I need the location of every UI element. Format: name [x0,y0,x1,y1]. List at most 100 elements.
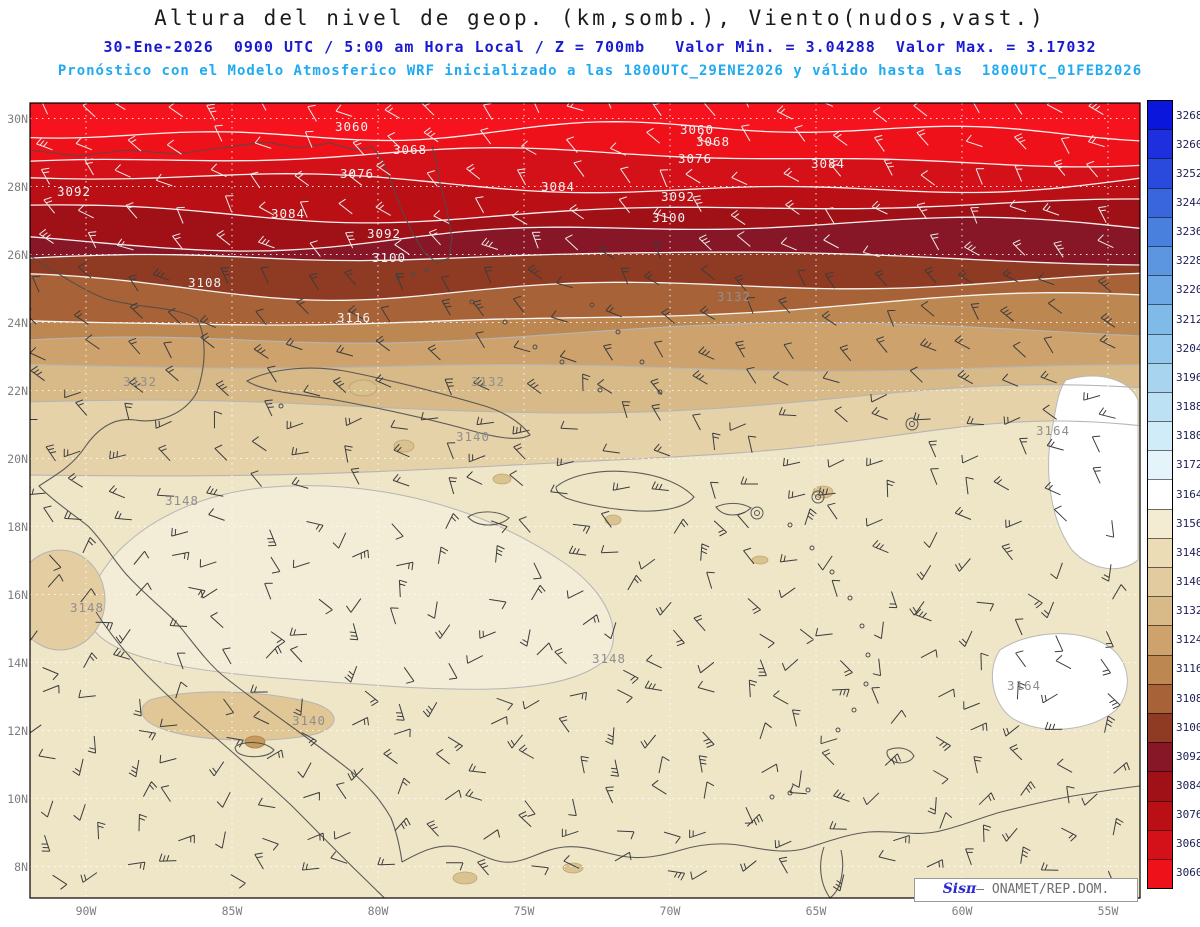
calm-wind-icon [754,510,760,516]
tan-patch [452,871,478,885]
colorbar [1147,100,1173,889]
shaded-band [30,199,1140,252]
colorbar-swatch [1148,625,1172,655]
colorbar-label: 3132 [1176,604,1200,618]
contour-label: 3076 [678,151,712,166]
island-outline [859,623,865,629]
lat-label: 18N [7,519,28,534]
colorbar-swatch [1148,654,1172,684]
colorbar-label: 3172 [1176,458,1200,472]
wind-barbs-dark [30,241,1130,892]
colorbar-label: 3156 [1176,516,1200,530]
contour-label: 3084 [811,156,845,171]
tan-patch [30,549,106,651]
contour-label: 3132 [471,374,505,389]
island-outline [769,794,775,800]
colorbar-swatch [1148,508,1172,538]
colorbar-label: 3244 [1176,196,1200,210]
lon-label: 65W [805,904,827,918]
coastlines [30,141,1140,898]
white-region-3164 [1048,375,1139,570]
island-outline [424,267,430,273]
contour-label: 3092 [57,184,91,199]
shaded-band [30,322,1140,372]
colorbar-label: 3068 [1176,837,1200,851]
colorbar-label: 3124 [1176,633,1200,647]
colorbar-label: 3140 [1176,574,1200,588]
contour-label: 3092 [661,189,695,204]
colorbar-label: 3092 [1176,749,1200,763]
contour-label: 3060 [335,119,369,134]
colorbar-label: 3236 [1176,225,1200,239]
colorbar-label: 3116 [1176,662,1200,676]
colorbar-label: 3164 [1176,487,1200,501]
contour-label: 3148 [70,600,104,615]
lat-label: 24N [7,315,28,330]
contour-label: 3084 [271,206,305,221]
tan-patch [604,514,622,526]
colorbar-swatch [1148,421,1172,451]
lat-label: 26N [7,247,28,262]
tan-patch [492,473,512,485]
contour-label: 3164 [1036,423,1070,438]
island-outline [502,319,508,325]
colorbar-swatch [1148,771,1172,801]
lat-label: 12N [7,723,28,738]
colorbar-swatch [1148,158,1172,188]
contour-label: 3060 [680,122,714,137]
grid-lines [30,103,1140,898]
contour-label: 3132 [717,289,751,304]
colorbar-label: 3204 [1176,341,1200,355]
island-outline [809,545,815,551]
colorbar-swatch [1148,479,1172,509]
colorbar-swatch [1148,245,1172,276]
colorbar-label: 3084 [1176,778,1200,792]
colorbar-label: 3220 [1176,283,1200,297]
contour-label: 3132 [123,374,157,389]
island-outline [410,271,416,277]
island-outline [639,359,645,365]
watermark-org: ONAMET/REP.DOM. [991,882,1110,897]
colorbar-swatch [1148,304,1172,334]
contour-label: 3116 [337,310,371,325]
contour-lines-light [30,121,1140,326]
contour-lines-gray [30,322,1140,477]
calm-wind-icon [909,421,915,427]
colorbar-swatch [1148,683,1172,713]
colorbar-label: 3108 [1176,691,1200,705]
colorbar-swatch [1148,187,1172,217]
colorbar-label: 3268 [1176,108,1200,122]
lon-label: 90W [75,904,97,918]
contour-label: 3100 [652,210,686,225]
contour-label: 3140 [456,429,490,444]
colorbar-label: 3252 [1176,166,1200,180]
lon-label: 80W [367,904,389,918]
contour-label: 3068 [393,142,427,157]
colorbar-swatch [1148,596,1172,626]
lat-label: 30N [7,111,28,126]
colorbar-swatch [1148,391,1172,422]
island-outline [829,569,835,575]
page-title: Altura del nivel de geop. (km,somb.), Vi… [154,6,1046,30]
colorbar-swatch [1148,275,1172,305]
contour-loop-3148 [87,485,614,690]
white-region-3164 [991,633,1128,730]
island-outline [597,387,603,393]
colorbar-label: 3228 [1176,254,1200,268]
colorbar-label: 3260 [1176,137,1200,151]
island-outline [615,329,621,335]
colorbar-swatch [1148,712,1172,743]
colorbar-label: 3180 [1176,429,1200,443]
contour-label: 3084 [541,179,575,194]
valid-time-subtitle: 30-Ene-2026 0900 UTC / 5:00 am Hora Loca… [103,38,1097,56]
calm-wind-icon [750,506,764,520]
map-content: 3060 306030683068307630763084308430843092… [30,103,1140,898]
colorbar-swatch [1148,858,1172,889]
tan-patch [751,555,769,565]
wind-barbs-light [36,103,1114,258]
contour-label: 3164 [1007,678,1041,693]
colorbar-swatch [1148,129,1172,159]
colorbar-swatch [1148,537,1172,567]
shaded-band [30,121,1140,167]
